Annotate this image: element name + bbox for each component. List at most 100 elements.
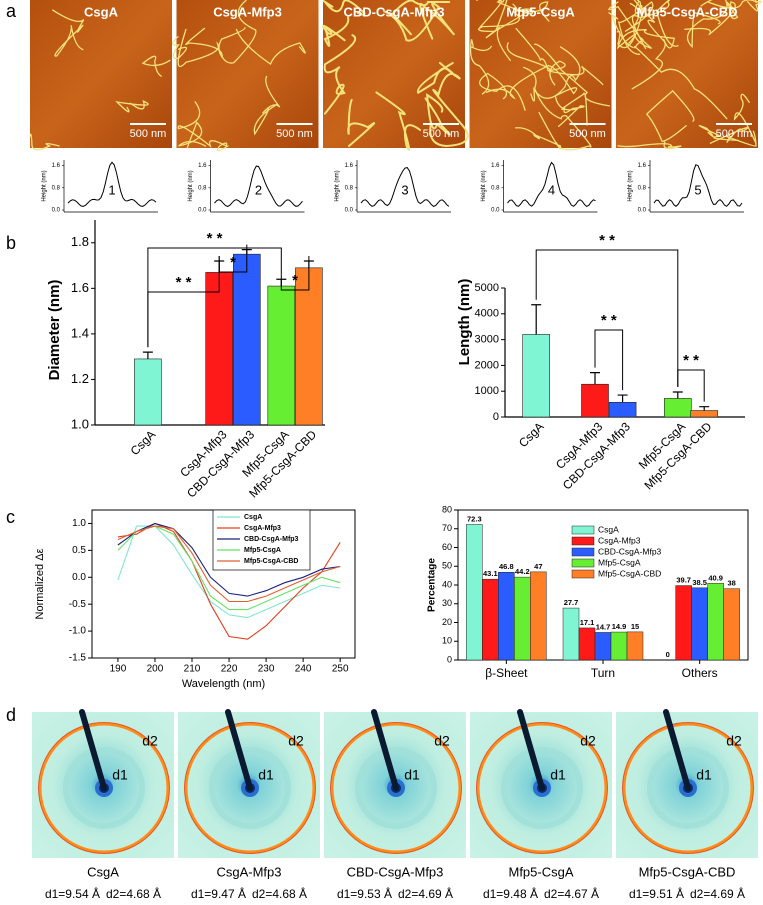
d-spacing: d2=4.68 Å xyxy=(106,886,161,901)
fibril xyxy=(347,98,376,147)
y-tick-label: 1.8 xyxy=(71,234,89,249)
y-tick-label: -1.5 xyxy=(69,653,87,664)
d-spacing: d2=4.68 Å xyxy=(252,886,307,901)
diffraction-ring xyxy=(330,722,462,854)
fibril xyxy=(645,89,695,143)
significance-label: * * xyxy=(176,274,192,291)
significance-bracket xyxy=(147,256,220,348)
y-tick-label: 2000 xyxy=(475,359,499,371)
bar xyxy=(663,398,692,418)
value-label: 15 xyxy=(631,622,639,631)
bar xyxy=(295,267,323,426)
value-label: 17.1 xyxy=(580,618,595,627)
profile-tick-label: 0.8 xyxy=(198,185,207,191)
fibril xyxy=(633,40,728,120)
scale-label: 500 nm xyxy=(130,128,167,140)
significance-label: * * xyxy=(599,232,615,249)
y-tick-label: 1.4 xyxy=(71,325,89,340)
panel-label: a xyxy=(6,1,17,21)
d-spacing: d1=9.51 Å xyxy=(629,886,684,901)
xrd-label: Mfp5-CsgA-CBD xyxy=(639,864,736,879)
bar xyxy=(482,578,499,661)
fibril xyxy=(476,0,533,32)
bar xyxy=(675,585,692,661)
afm-label: Mfp5-CsgA xyxy=(506,4,575,19)
legend-label: Mfp5-CsgA xyxy=(244,547,281,554)
legend-label: CsgA-Mfp3 xyxy=(244,525,281,532)
bar xyxy=(626,631,644,661)
y-tick-label: 80 xyxy=(442,504,452,514)
value-label: 38 xyxy=(727,579,735,588)
significance-label: * * xyxy=(601,312,617,329)
value-label: 43.1 xyxy=(483,569,498,578)
profile-number: 4 xyxy=(548,182,555,197)
y-axis-label: Normalized Δε xyxy=(34,548,46,619)
fibril xyxy=(534,43,611,107)
diffraction-ring xyxy=(476,722,608,854)
x-tick-label: CsgA xyxy=(128,427,159,458)
fibril xyxy=(608,1,653,50)
y-tick-label: 50 xyxy=(442,561,452,571)
bar xyxy=(723,588,740,661)
profile-tick-label: 1.6 xyxy=(52,163,61,169)
d-spacing: d1=9.53 Å xyxy=(337,886,392,901)
diffraction-ring xyxy=(63,747,145,829)
fibril xyxy=(686,0,728,49)
legend-swatch xyxy=(571,536,595,546)
error-bar xyxy=(672,391,683,399)
xrd-label: Mfp5-CsgA xyxy=(508,864,573,879)
bar xyxy=(514,576,531,661)
fibril xyxy=(172,36,188,59)
ring-label: d1 xyxy=(258,767,274,783)
profile-y-label: Height (nm) xyxy=(188,170,194,201)
bar xyxy=(466,524,483,661)
legend-box xyxy=(212,509,311,571)
legend-swatch xyxy=(571,569,595,579)
value-label: 44.2 xyxy=(515,567,530,576)
fibril xyxy=(253,75,281,136)
bar xyxy=(581,383,609,418)
diffraction-ring xyxy=(501,747,583,829)
ring-label: d1 xyxy=(404,767,420,783)
diffraction-ring xyxy=(355,747,437,829)
scale-label: 500 nm xyxy=(569,128,606,140)
y-tick-label: 0.0 xyxy=(72,572,86,583)
fibril xyxy=(479,72,526,111)
y-tick-label: -1.0 xyxy=(69,626,87,637)
significance-bracket xyxy=(535,249,679,387)
ring-label: d1 xyxy=(696,767,712,783)
bar xyxy=(707,583,724,661)
xrd-label: CsgA-Mfp3 xyxy=(216,864,281,879)
fibril xyxy=(707,0,762,12)
fibril xyxy=(684,1,739,36)
fibril xyxy=(616,29,675,50)
significance-bracket xyxy=(677,369,705,402)
d-spacing: d1=9.47 Å xyxy=(191,886,246,901)
bar xyxy=(530,571,547,661)
error-bar xyxy=(590,372,600,385)
bar xyxy=(578,627,596,661)
bar xyxy=(134,358,162,426)
legend-swatch xyxy=(571,558,595,568)
afm-image xyxy=(30,0,172,148)
beam-stop xyxy=(371,709,399,791)
profile-y-label: Height (nm) xyxy=(42,170,48,201)
profile-tick-label: 0.8 xyxy=(52,185,61,191)
ring-label: d1 xyxy=(112,767,128,783)
y-axis-label: Diameter (nm) xyxy=(46,280,63,381)
xrd-label: CsgA xyxy=(87,864,119,879)
profile-tick-label: 0.0 xyxy=(491,208,500,214)
x-tick-label: 240 xyxy=(295,664,312,675)
fibril xyxy=(185,27,246,59)
profile-number: 1 xyxy=(108,182,115,197)
scale-label: 500 nm xyxy=(716,128,753,140)
fibril xyxy=(698,124,739,142)
significance-bracket xyxy=(218,244,248,273)
profile-y-label: Height (nm) xyxy=(335,170,341,201)
error-bar xyxy=(699,406,710,411)
y-tick-label: 1.6 xyxy=(71,280,89,295)
fibril xyxy=(478,3,520,62)
value-label: 14.7 xyxy=(596,622,611,631)
diffraction-ring xyxy=(184,722,316,854)
